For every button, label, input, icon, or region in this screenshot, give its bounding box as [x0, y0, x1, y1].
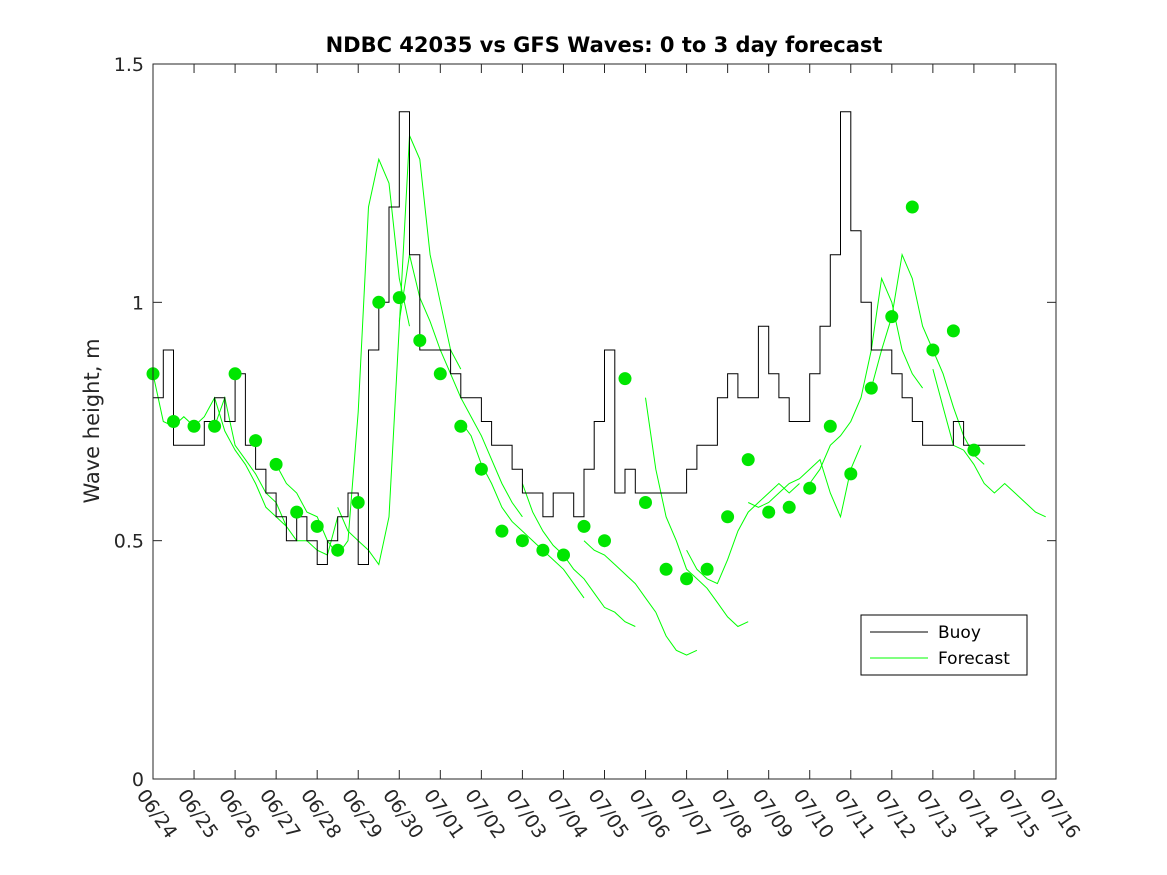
- data-point-marker: [290, 505, 304, 519]
- data-point-marker: [639, 496, 652, 509]
- data-point-marker: [680, 572, 694, 586]
- forecast-run-line-6: [521, 483, 636, 627]
- y-tick-label: 1.5: [114, 54, 144, 76]
- forecast-run-line-8: [645, 397, 749, 628]
- data-point-marker: [331, 543, 345, 557]
- data-point-marker: [967, 443, 981, 457]
- data-point-marker: [495, 524, 509, 538]
- data-point-marker: [167, 415, 180, 428]
- data-point-marker: [269, 457, 283, 471]
- legend-forecast-label: Forecast: [938, 649, 1010, 669]
- data-point-marker: [844, 467, 858, 481]
- data-point-marker: [803, 481, 817, 495]
- data-point-marker: [926, 343, 940, 357]
- data-point-marker: [474, 462, 488, 476]
- data-point-marker: [351, 496, 365, 509]
- data-point-marker: [557, 548, 570, 562]
- chart-title: NDBC 42035 vs GFS Waves: 0 to 3 day fore…: [326, 33, 883, 57]
- data-point-marker: [864, 381, 878, 395]
- data-point-marker: [454, 419, 468, 433]
- data-point-marker: [946, 324, 960, 338]
- data-point-marker: [905, 200, 919, 214]
- legend: Buoy Forecast: [860, 614, 1028, 676]
- buoy-line: [153, 111, 1026, 565]
- data-point-marker: [598, 534, 611, 548]
- y-tick-label: 0.5: [114, 531, 144, 553]
- forecast-run-line-7: [583, 540, 698, 656]
- data-point-marker: [577, 519, 591, 533]
- forecast-run-line-10: [747, 445, 862, 519]
- data-point-marker: [187, 419, 201, 433]
- data-point-marker: [310, 519, 324, 533]
- forecast-run-line-13: [932, 368, 1046, 518]
- data-point-marker: [782, 500, 796, 514]
- data-point-marker: [208, 419, 222, 433]
- data-point-marker: [249, 434, 263, 448]
- data-point-marker: [515, 534, 529, 548]
- data-point-marker: [823, 419, 837, 433]
- legend-buoy-label: Buoy: [938, 623, 981, 643]
- forecast-run-line-11: [809, 276, 924, 484]
- data-point-marker: [659, 562, 673, 576]
- data-point-marker: [618, 372, 632, 386]
- data-point-marker: [392, 291, 406, 305]
- data-point-marker: [228, 367, 242, 381]
- data-point-marker: [413, 334, 427, 347]
- y-axis-label: Wave height, m: [80, 338, 104, 503]
- data-point-marker: [741, 453, 755, 467]
- data-point-marker: [536, 543, 550, 557]
- y-tick-label: 1: [132, 292, 144, 314]
- data-point-marker: [700, 562, 714, 576]
- data-point-marker: [372, 295, 386, 309]
- legend-box: [860, 614, 1028, 676]
- data-point-marker: [762, 505, 776, 519]
- data-point-marker: [721, 510, 735, 524]
- data-point-marker: [433, 367, 447, 381]
- data-point-marker: [885, 310, 899, 324]
- y-tick-label: 0: [132, 769, 144, 791]
- forecast-run-line-9: [686, 482, 800, 585]
